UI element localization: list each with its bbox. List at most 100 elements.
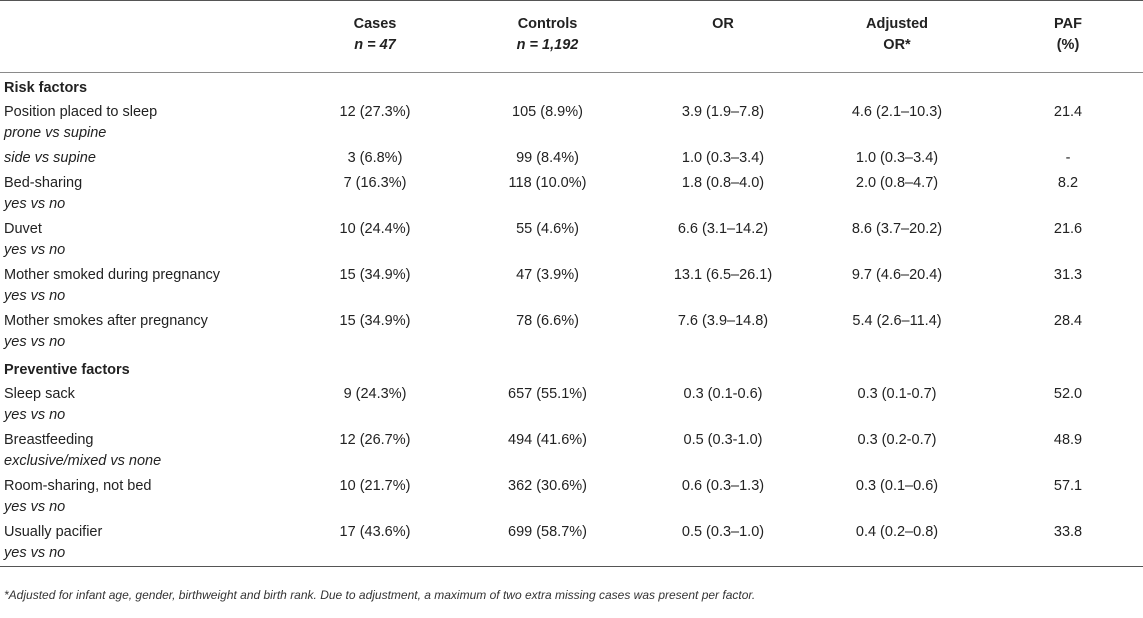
or-cell: 3.9 (1.9–7.8)	[681, 104, 765, 120]
factor-comparison: prone vs supine	[4, 125, 107, 141]
or-cell: 6.6 (3.1–14.2)	[677, 221, 769, 237]
factor-comparison: yes vs no	[4, 545, 66, 561]
table-row: Mother smoked during pregnancy yes vs no 1…	[0, 263, 1143, 309]
header-or-label: OR	[712, 16, 734, 32]
header-controls-n: n = 1,192	[516, 37, 579, 53]
table-row: Mother smokes after pregnancy yes vs no 15…	[0, 309, 1143, 355]
paf-cell: 28.4	[1053, 313, 1083, 329]
results-table: Cases n = 47 Controls n = 1,192 OR Adjus…	[0, 0, 1143, 567]
cases-cell: 12 (26.7%)	[339, 432, 411, 448]
factor-comparison: exclusive/mixed vs none	[4, 453, 162, 469]
adjusted-or-cell: 8.6 (3.7–20.2)	[851, 221, 943, 237]
adjusted-or-cell: 5.4 (2.6–11.4)	[852, 313, 942, 329]
paf-cell: 52.0	[1053, 386, 1083, 402]
adjusted-or-cell: 9.7 (4.6–20.4)	[851, 267, 943, 283]
adjusted-or-cell: 0.3 (0.2-0.7)	[857, 432, 937, 448]
paf-cell: 8.2	[1057, 175, 1079, 191]
controls-cell: 118 (10.0%)	[508, 175, 587, 191]
or-cell: 0.5 (0.3–1.0)	[681, 524, 765, 540]
factor-comparison: yes vs no	[4, 499, 66, 515]
adjusted-or-cell: 1.0 (0.3–3.4)	[855, 150, 939, 166]
factor-comparison: yes vs no	[4, 288, 66, 304]
factor-label: Position placed to sleep	[4, 104, 158, 120]
controls-cell: 699 (58.7%)	[508, 524, 587, 540]
factor-comparison: yes vs no	[4, 196, 66, 212]
factor-cell: Position placed to sleep prone vs supine	[0, 100, 300, 146]
factor-label: Duvet	[4, 221, 42, 237]
cases-cell: 15 (34.9%)	[339, 267, 411, 283]
table-row: Bed-sharing yes vs no 7 (16.3%) 118 (10.0%)…	[0, 171, 1143, 217]
factor-comparison: yes vs no	[4, 334, 66, 350]
factor-label: Sleep sack	[4, 386, 75, 402]
or-cell: 0.3 (0.1-0.6)	[683, 386, 763, 402]
factor-cell: Usually pacifier yes vs no	[0, 520, 300, 567]
section-header-row: Preventive factors	[0, 355, 1143, 382]
factor-cell: Room-sharing, not bed yes vs no	[0, 474, 300, 520]
header-cases: Cases n = 47	[300, 1, 450, 73]
header-adjusted-or: Adjusted OR*	[801, 1, 993, 73]
controls-cell: 55 (4.6%)	[516, 221, 579, 237]
cases-cell: 7 (16.3%)	[343, 175, 407, 191]
table-row: Sleep sack yes vs no 9 (24.3%) 657 (55.1%) 0…	[0, 382, 1143, 428]
factor-cell: side vs supine	[0, 146, 300, 171]
adjusted-or-cell: 0.4 (0.2–0.8)	[855, 524, 939, 540]
or-cell: 7.6 (3.9–14.8)	[677, 313, 769, 329]
factor-comparison: side vs supine	[4, 150, 96, 166]
factor-label: Mother smoked during pregnancy	[4, 267, 221, 283]
adjusted-or-cell: 0.3 (0.1–0.6)	[855, 478, 939, 494]
factor-label: Room-sharing, not bed	[4, 478, 152, 494]
table-row: Usually pacifier yes vs no 17 (43.6%) 699 (…	[0, 520, 1143, 567]
or-cell: 1.0 (0.3–3.4)	[681, 150, 765, 166]
header-adjusted-line1: Adjusted	[865, 16, 929, 32]
cases-cell: 12 (27.3%)	[339, 104, 411, 120]
table-row: Position placed to sleep prone vs supine 1…	[0, 100, 1143, 146]
factor-comparison: yes vs no	[4, 407, 66, 423]
cases-cell: 9 (24.3%)	[343, 386, 407, 402]
or-cell: 1.8 (0.8–4.0)	[681, 175, 765, 191]
factor-label: Breastfeeding	[4, 432, 94, 448]
paf-cell: 21.6	[1053, 221, 1083, 237]
factor-cell: Mother smoked during pregnancy yes vs no	[0, 263, 300, 309]
paf-cell: 33.8	[1053, 524, 1083, 540]
factor-cell: Duvet yes vs no	[0, 217, 300, 263]
factor-cell: Bed-sharing yes vs no	[0, 171, 300, 217]
or-cell: 0.5 (0.3-1.0)	[683, 432, 763, 448]
controls-cell: 78 (6.6%)	[516, 313, 579, 329]
footnote: *Adjusted for infant age, gender, birthw…	[4, 588, 756, 602]
factor-cell: Breastfeeding exclusive/mixed vs none	[0, 428, 300, 474]
table-row: Room-sharing, not bed yes vs no 10 (21.7%)…	[0, 474, 1143, 520]
header-factor	[0, 1, 300, 73]
cases-cell: 10 (24.4%)	[339, 221, 411, 237]
or-cell: 13.1 (6.5–26.1)	[673, 267, 773, 283]
cases-cell: 3 (6.8%)	[347, 150, 403, 166]
paf-cell: -	[1065, 150, 1071, 166]
paf-cell: 21.4	[1053, 104, 1083, 120]
adjusted-or-cell: 4.6 (2.1–10.3)	[851, 104, 943, 120]
table-row: side vs supine 3 (6.8%) 99 (8.4%) 1.0 (0.3–…	[0, 146, 1143, 171]
header-cases-label: Cases	[353, 16, 397, 32]
header-adjusted-line2: OR*	[883, 37, 911, 53]
controls-cell: 47 (3.9%)	[516, 267, 579, 283]
factor-label: Mother smokes after pregnancy	[4, 313, 208, 329]
factor-comparison: yes vs no	[4, 242, 66, 258]
header-or: OR	[645, 1, 801, 73]
header-paf-line2: (%)	[1056, 37, 1080, 53]
cases-cell: 15 (34.9%)	[339, 313, 411, 329]
section-title: Preventive factors	[4, 362, 130, 378]
section-title: Risk factors	[4, 80, 88, 96]
table-row: Breastfeeding exclusive/mixed vs none 12 (…	[0, 428, 1143, 474]
header-controls: Controls n = 1,192	[450, 1, 645, 73]
factor-cell: Mother smokes after pregnancy yes vs no	[0, 309, 300, 355]
paf-cell: 48.9	[1053, 432, 1083, 448]
table-body: Risk factors Position placed to sleep pron…	[0, 73, 1143, 567]
section-header-row: Risk factors	[0, 73, 1143, 101]
header-paf-line1: PAF	[1054, 16, 1082, 32]
adjusted-or-cell: 2.0 (0.8–4.7)	[855, 175, 939, 191]
cases-cell: 10 (21.7%)	[339, 478, 411, 494]
table-row: Duvet yes vs no 10 (24.4%) 55 (4.6%) 6.6 (3.…	[0, 217, 1143, 263]
controls-cell: 362 (30.6%)	[508, 478, 587, 494]
paf-cell: 57.1	[1053, 478, 1083, 494]
controls-cell: 105 (8.9%)	[512, 104, 583, 120]
factor-label: Usually pacifier	[4, 524, 103, 540]
